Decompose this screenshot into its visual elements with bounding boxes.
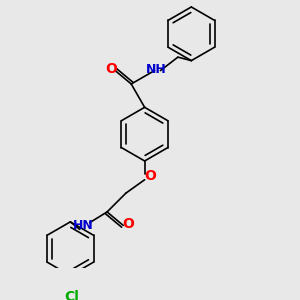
- Text: NH: NH: [146, 63, 166, 76]
- Text: HN: HN: [74, 219, 94, 232]
- Text: O: O: [145, 169, 157, 183]
- Text: O: O: [123, 217, 134, 231]
- Text: O: O: [105, 62, 117, 76]
- Text: Cl: Cl: [64, 290, 79, 300]
